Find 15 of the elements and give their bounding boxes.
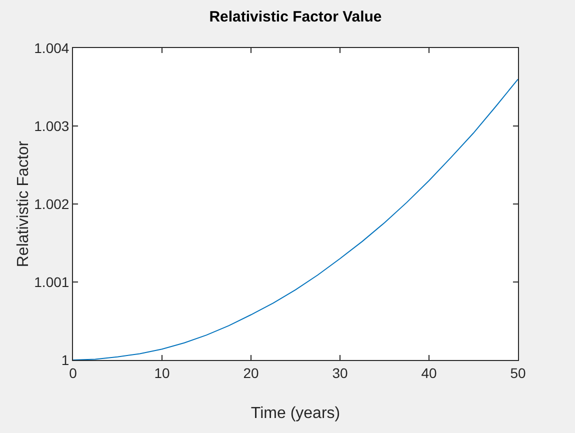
x-tick-label: 30 (332, 364, 348, 381)
y-axis-title: Relativistic Factor (15, 140, 32, 268)
line-series (73, 78, 518, 360)
x-tick-label: 50 (510, 364, 526, 381)
y-tick-label: 1.001 (34, 274, 70, 290)
y-tick-label: 1 (61, 352, 70, 368)
y-tick-label: 1.004 (34, 40, 70, 56)
x-tick-label: 10 (154, 364, 170, 381)
x-tick-label: 20 (243, 364, 259, 381)
chart-title: Relativistic Factor Value (209, 8, 382, 26)
y-tick-label: 1.002 (34, 196, 70, 212)
x-tick-label: 40 (421, 364, 437, 381)
x-tick-label: 0 (69, 364, 78, 381)
x-axis-title: Time (years) (250, 405, 340, 422)
y-tick-label: 1.003 (34, 118, 70, 134)
